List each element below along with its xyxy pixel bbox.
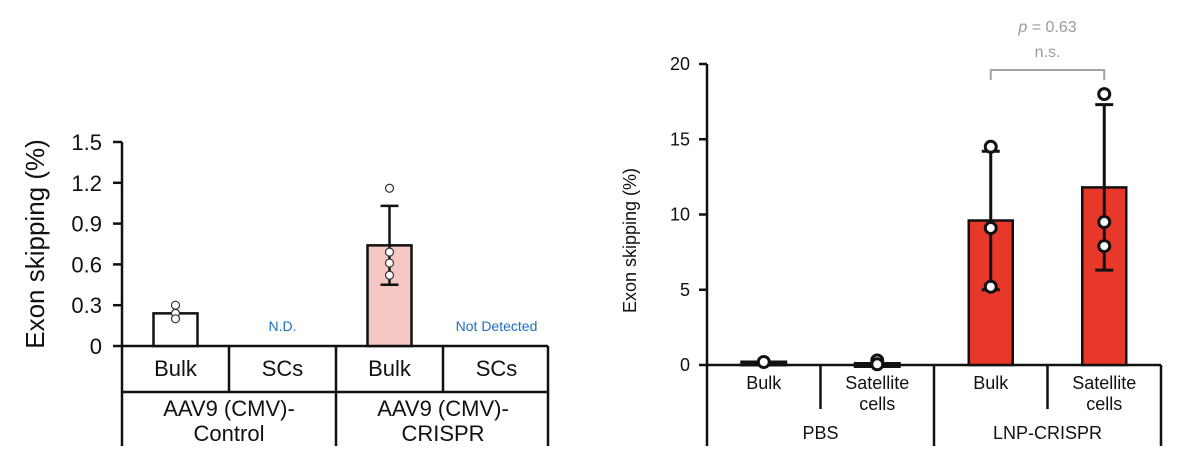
data-point	[983, 221, 998, 236]
p-value-label: p = 0.63	[1017, 19, 1076, 36]
category-label: Bulk	[973, 373, 1009, 393]
annotation-label: Not Detected	[456, 318, 538, 334]
annotation-label: N.D.	[269, 318, 297, 334]
data-point	[170, 300, 181, 310]
data-point	[983, 279, 998, 294]
y-tick-label: 0	[680, 355, 690, 375]
group-label: CRISPR	[401, 421, 484, 446]
y-tick-label: 0.6	[71, 252, 102, 277]
group-label: LNP-CRISPR	[993, 423, 1102, 443]
category-label: Satellite	[1072, 373, 1136, 393]
y-axis-label: Exon skipping (%)	[620, 168, 640, 313]
y-tick-label: 0	[90, 334, 102, 359]
data-point	[1097, 87, 1112, 102]
significance-bracket	[989, 69, 1106, 80]
data-point	[983, 139, 998, 154]
data-point	[870, 357, 885, 372]
group-label: Control	[194, 421, 265, 446]
data-point	[384, 183, 395, 193]
y-tick-label: 20	[670, 54, 690, 74]
y-tick-label: 0.9	[71, 212, 102, 237]
data-point	[384, 247, 395, 257]
data-point	[170, 314, 181, 324]
p-value: = 0.63	[1027, 19, 1076, 36]
category-label: Bulk	[746, 373, 782, 393]
p-symbol: p	[1017, 19, 1027, 36]
significance-label: n.s.	[1035, 44, 1061, 61]
y-tick-label: 1.5	[71, 130, 102, 155]
data-point	[1097, 239, 1112, 254]
category-label: SCs	[262, 356, 304, 381]
category-label: SCs	[476, 356, 518, 381]
category-label: Bulk	[368, 356, 412, 381]
y-axis-label: Exon skipping (%)	[20, 139, 50, 349]
category-label: cells	[1086, 394, 1122, 414]
y-tick-label: 15	[670, 129, 690, 149]
data-point	[756, 354, 771, 369]
data-point	[384, 270, 395, 280]
category-label: Satellite	[845, 373, 909, 393]
bar	[152, 312, 199, 348]
group-label: AAV9 (CMV)-	[377, 396, 509, 421]
group-label: PBS	[802, 423, 838, 443]
data-point	[384, 258, 395, 268]
data-point	[1097, 215, 1112, 230]
y-tick-label: 0.3	[71, 293, 102, 318]
left-chart: 0 0.3 0.6 0.9 1.2 1.5 Exon skipping (%) Bulk N.D…	[20, 130, 550, 446]
y-tick-label: 1.2	[71, 171, 102, 196]
y-tick-label: 5	[680, 280, 690, 300]
group-label: AAV9 (CMV)-	[163, 396, 295, 421]
y-tick-label: 10	[670, 205, 690, 225]
category-label: Bulk	[154, 356, 198, 381]
category-label: cells	[859, 394, 895, 414]
